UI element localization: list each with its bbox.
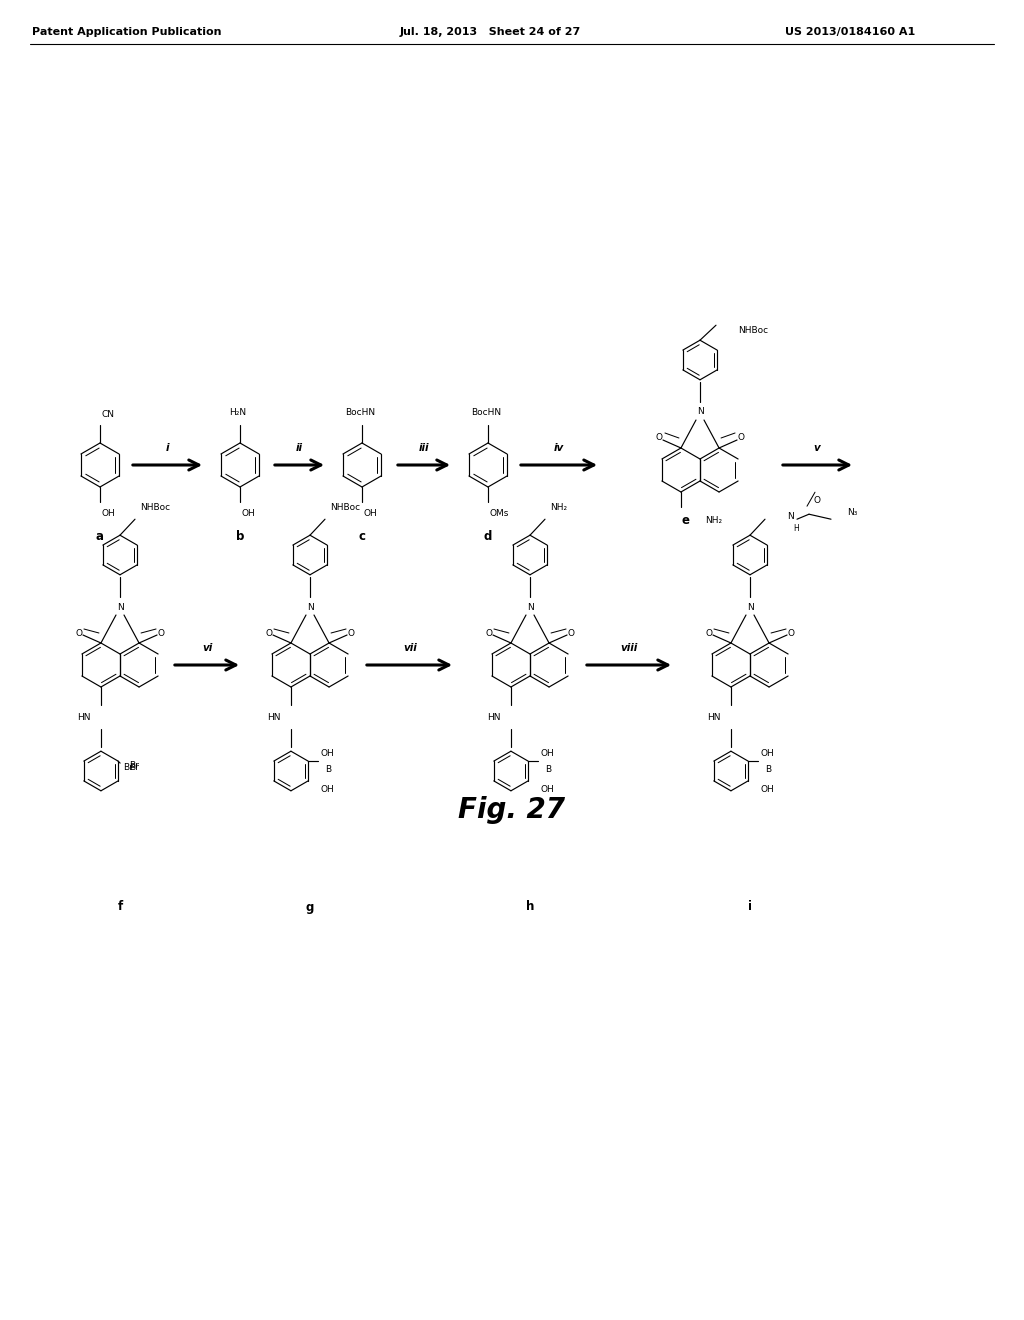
Text: US 2013/0184160 A1: US 2013/0184160 A1 [785,26,915,37]
Text: O: O [76,628,83,638]
Text: e: e [681,513,689,527]
Text: O: O [158,628,165,638]
Text: HN: HN [487,713,501,722]
Text: NH₂: NH₂ [705,516,722,524]
Text: B: B [325,764,331,774]
Text: O: O [347,628,354,638]
Text: h: h [525,900,535,913]
Text: a: a [96,531,104,544]
Text: NHBoc: NHBoc [140,503,170,512]
Text: N: N [306,602,313,611]
Text: N₃: N₃ [847,508,857,516]
Text: Fig. 27: Fig. 27 [459,796,565,824]
Text: O: O [706,628,713,638]
Text: N: N [696,408,703,417]
Text: OH: OH [541,784,555,793]
Text: Br: Br [129,763,138,772]
Text: O: O [265,628,272,638]
Text: HN: HN [708,713,721,722]
Text: Patent Application Publication: Patent Application Publication [32,26,221,37]
Text: Br: Br [129,762,138,771]
Text: O: O [655,433,663,442]
Text: N: N [117,602,123,611]
Text: O: O [737,433,744,442]
Text: viii: viii [621,643,638,653]
Text: vii: vii [403,643,417,653]
Text: OH: OH [541,748,555,758]
Text: v: v [814,444,820,453]
Text: O: O [787,628,795,638]
Text: OH: OH [321,748,335,758]
Text: vi: vi [202,643,212,653]
Text: NH₂: NH₂ [550,503,567,512]
Text: B: B [765,764,771,774]
Text: OH: OH [364,510,378,519]
Text: CN: CN [101,411,114,420]
Text: i: i [748,900,752,913]
Text: O: O [485,628,493,638]
Text: OMs: OMs [490,510,509,519]
Text: iii: iii [419,444,429,453]
Text: N: N [786,512,794,520]
Text: N: N [526,602,534,611]
Text: OH: OH [242,510,256,519]
Text: O: O [567,628,574,638]
Text: H₂N: H₂N [229,408,247,417]
Text: N: N [746,602,754,611]
Text: HN: HN [77,713,91,722]
Text: OH: OH [102,510,116,519]
Text: Jul. 18, 2013   Sheet 24 of 27: Jul. 18, 2013 Sheet 24 of 27 [400,26,582,37]
Text: OH: OH [321,784,335,793]
Text: BocHN: BocHN [345,408,375,417]
Text: ii: ii [296,444,302,453]
Text: NHBoc: NHBoc [330,503,360,512]
Text: i: i [165,444,169,453]
Text: g: g [306,900,314,913]
Text: BocHN: BocHN [471,408,501,417]
Text: B: B [545,764,551,774]
Text: H: H [794,524,799,533]
Text: HN: HN [267,713,281,722]
Text: f: f [118,900,123,913]
Text: NHBoc: NHBoc [738,326,768,335]
Text: OH: OH [761,748,774,758]
Text: b: b [236,531,244,544]
Text: OH: OH [761,784,774,793]
Text: O: O [813,496,820,504]
Text: d: d [483,531,493,544]
Text: c: c [358,531,366,544]
Text: iv: iv [554,444,564,453]
Text: Br: Br [123,763,133,771]
